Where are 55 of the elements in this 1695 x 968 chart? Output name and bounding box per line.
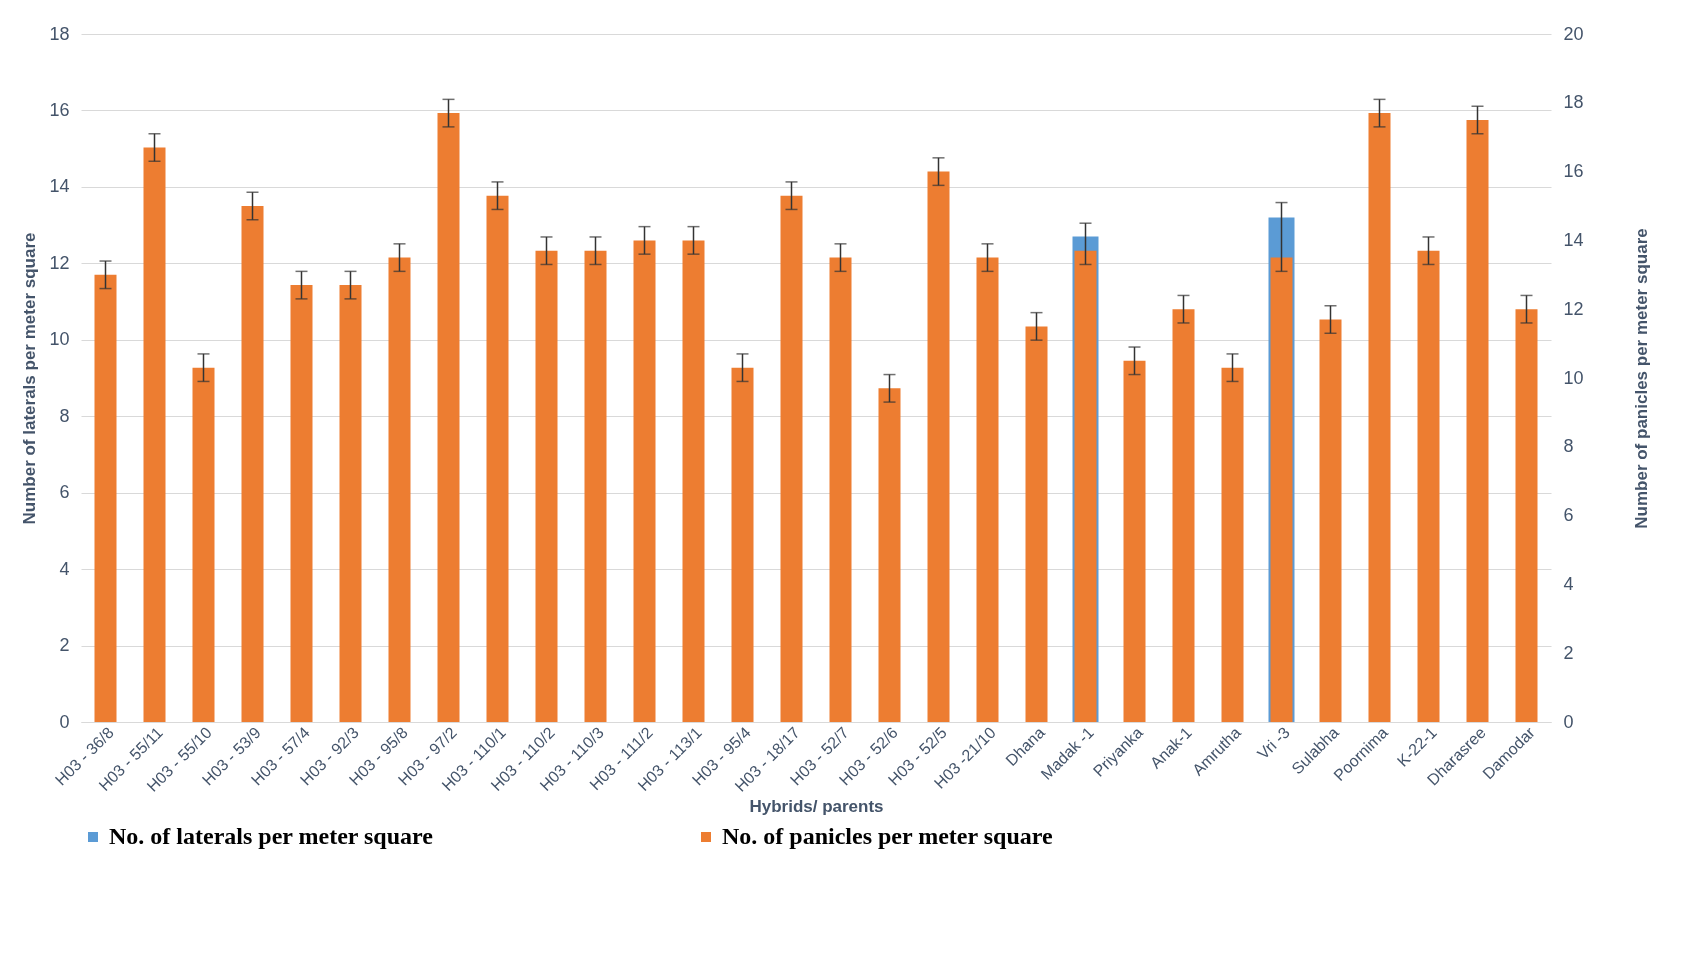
bar — [535, 250, 558, 722]
bar — [1025, 326, 1048, 722]
y2-tick-label: 0 — [1563, 711, 1574, 732]
bar — [1319, 319, 1342, 722]
bar — [1221, 367, 1244, 722]
y-tick-label: 16 — [49, 99, 70, 120]
y-tick-label: 18 — [49, 23, 70, 44]
y2-tick-label: 12 — [1563, 298, 1584, 319]
x-tick-label: Vri -3 — [1254, 723, 1293, 763]
y2-tick-label: 20 — [1563, 23, 1584, 44]
legend-label: No. of laterals per meter square — [109, 823, 434, 849]
y2-tick-label: 18 — [1563, 92, 1584, 113]
bar — [682, 240, 705, 722]
bar — [192, 367, 215, 722]
y-tick-label: 14 — [49, 176, 70, 197]
bar — [1172, 309, 1195, 722]
bar — [94, 274, 117, 722]
bar — [1368, 113, 1391, 722]
y2-axis-title: Number of panicles per meter square — [1631, 228, 1651, 529]
bar — [143, 147, 166, 722]
bar — [339, 285, 362, 722]
x-axis-title: Hybrids/ parents — [749, 796, 884, 816]
y-tick-label: 10 — [49, 329, 70, 350]
bar — [976, 257, 999, 722]
bar — [1123, 360, 1146, 722]
bar — [1466, 120, 1489, 722]
y-tick-label: 6 — [59, 482, 70, 503]
legend-label: No. of panicles per meter square — [722, 823, 1053, 849]
y-tick-label: 8 — [59, 405, 70, 426]
bar — [878, 388, 901, 722]
bar — [1515, 309, 1538, 722]
y-tick-label: 12 — [49, 252, 70, 273]
bar — [927, 171, 950, 722]
bar — [584, 250, 607, 722]
bar — [290, 285, 313, 722]
bar — [633, 240, 656, 722]
y2-tick-label: 14 — [1563, 229, 1584, 250]
y2-tick-label: 8 — [1563, 436, 1574, 457]
y-tick-label: 4 — [59, 558, 70, 579]
y2-tick-label: 16 — [1563, 161, 1584, 182]
y-tick-label: 0 — [59, 711, 70, 732]
y2-tick-label: 4 — [1563, 573, 1574, 594]
y2-tick-label: 10 — [1563, 367, 1584, 388]
bar — [486, 195, 509, 722]
bar — [780, 195, 803, 722]
y2-tick-label: 6 — [1563, 505, 1574, 526]
bar — [388, 257, 411, 722]
y2-tick-label: 2 — [1563, 642, 1574, 663]
y-tick-label: 2 — [59, 635, 70, 656]
bar — [241, 206, 264, 722]
bar — [829, 257, 852, 722]
bar — [1417, 250, 1440, 722]
y-axis-title: Number of laterals per meter square — [20, 232, 40, 525]
bar — [731, 367, 754, 722]
bar — [437, 113, 460, 722]
